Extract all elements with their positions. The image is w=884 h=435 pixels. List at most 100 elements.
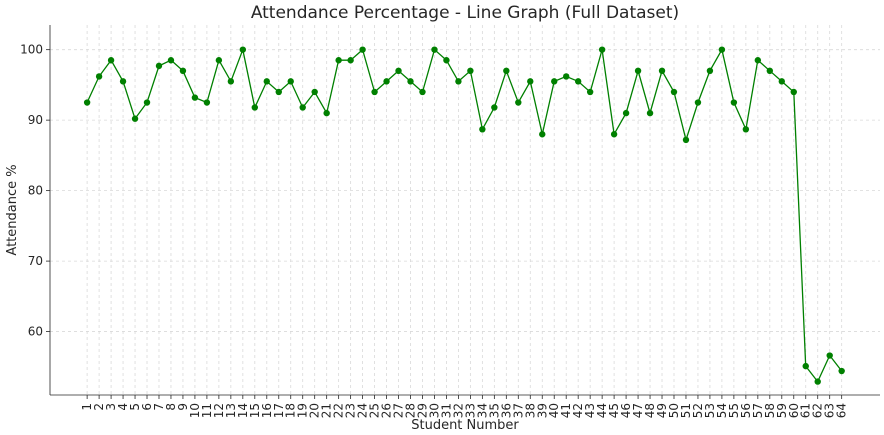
data-point bbox=[107, 57, 115, 64]
x-tick-label: 15 bbox=[248, 403, 262, 418]
x-tick-label: 23 bbox=[344, 403, 358, 418]
data-point bbox=[419, 88, 426, 96]
x-tick-label: 24 bbox=[356, 403, 370, 418]
x-tick-label: 61 bbox=[799, 403, 813, 418]
x-tick-label: 63 bbox=[823, 403, 837, 418]
x-tick-label: 27 bbox=[392, 403, 406, 418]
data-point bbox=[527, 78, 534, 85]
data-point bbox=[155, 62, 163, 70]
data-point bbox=[287, 78, 294, 85]
data-point bbox=[742, 126, 750, 133]
x-tick-label: 7 bbox=[152, 403, 166, 411]
x-tick-label: 34 bbox=[475, 403, 489, 418]
x-tick-label: 2 bbox=[92, 403, 106, 411]
x-tick-label: 10 bbox=[188, 403, 202, 418]
x-tick-label: 64 bbox=[835, 403, 849, 418]
y-tick-label: 100 bbox=[20, 43, 43, 57]
data-point bbox=[646, 109, 654, 117]
data-point bbox=[778, 78, 785, 85]
data-point bbox=[634, 67, 642, 75]
data-point bbox=[539, 131, 546, 138]
data-point bbox=[551, 78, 558, 85]
x-tick-label: 53 bbox=[703, 403, 717, 418]
data-point bbox=[215, 57, 223, 64]
data-point bbox=[467, 67, 474, 75]
x-tick-label: 29 bbox=[415, 403, 429, 418]
data-point bbox=[83, 99, 91, 106]
data-point bbox=[610, 131, 618, 138]
y-ticks: 60 70 80 90 100 bbox=[20, 43, 50, 339]
x-tick-label: 32 bbox=[451, 403, 465, 418]
series-line bbox=[86, 47, 843, 383]
data-point bbox=[730, 99, 738, 106]
x-tick-label: 20 bbox=[308, 403, 322, 418]
data-point bbox=[563, 73, 570, 80]
x-axis-label: Student Number bbox=[411, 418, 519, 433]
x-tick-label: 46 bbox=[619, 403, 633, 418]
x-tick-label: 6 bbox=[140, 403, 154, 411]
x-tick-label: 40 bbox=[547, 403, 561, 418]
data-point bbox=[143, 99, 151, 106]
data-point bbox=[658, 67, 666, 75]
data-point bbox=[299, 104, 306, 111]
x-tick-label: 56 bbox=[739, 403, 753, 418]
x-tick-label: 5 bbox=[128, 403, 142, 411]
x-tick-label: 14 bbox=[236, 403, 250, 418]
data-point bbox=[802, 362, 809, 370]
x-tick-label: 17 bbox=[272, 403, 286, 418]
x-tick-label: 57 bbox=[751, 403, 765, 418]
x-tick-label: 60 bbox=[787, 403, 801, 418]
x-tick-label: 54 bbox=[715, 403, 729, 418]
x-tick-label: 55 bbox=[727, 403, 741, 418]
x-tick-label: 31 bbox=[439, 403, 453, 418]
data-point bbox=[455, 78, 462, 85]
data-point bbox=[574, 78, 582, 85]
data-point bbox=[275, 88, 282, 96]
x-tick-label: 52 bbox=[691, 403, 705, 418]
data-point bbox=[167, 57, 175, 64]
data-point bbox=[179, 67, 187, 75]
x-tick-label: 13 bbox=[224, 403, 238, 418]
data-point bbox=[263, 78, 270, 85]
data-point bbox=[586, 88, 594, 96]
x-ticks: 1234567891011121314151617181920212223242… bbox=[80, 395, 849, 418]
x-tick-label: 59 bbox=[775, 403, 789, 418]
x-tick-label: 1 bbox=[80, 403, 94, 411]
x-tick-label: 18 bbox=[284, 403, 298, 418]
data-point bbox=[131, 115, 139, 122]
data-point bbox=[706, 67, 714, 75]
data-points bbox=[83, 46, 845, 385]
x-tick-label: 38 bbox=[523, 403, 537, 418]
x-tick-label: 4 bbox=[116, 403, 130, 411]
y-axis-label: Attendance % bbox=[5, 164, 20, 255]
x-tick-label: 9 bbox=[176, 403, 190, 411]
data-point bbox=[790, 88, 797, 96]
x-tick-label: 30 bbox=[427, 403, 441, 418]
x-tick-label: 3 bbox=[104, 403, 118, 411]
data-point bbox=[443, 57, 450, 64]
data-point bbox=[754, 57, 762, 64]
data-point bbox=[239, 46, 247, 53]
data-point bbox=[682, 136, 690, 144]
x-tick-label: 8 bbox=[164, 403, 178, 411]
data-point bbox=[191, 94, 199, 101]
x-tick-label: 11 bbox=[200, 403, 214, 418]
y-tick-label: 70 bbox=[28, 254, 43, 268]
x-tick-label: 44 bbox=[595, 403, 609, 418]
data-point bbox=[694, 99, 702, 106]
data-point bbox=[814, 378, 821, 385]
x-tick-label: 16 bbox=[260, 403, 274, 418]
x-tick-label: 36 bbox=[499, 403, 513, 418]
y-tick-label: 80 bbox=[28, 184, 43, 198]
chart-title: Attendance Percentage - Line Graph (Full… bbox=[251, 3, 679, 23]
data-point bbox=[251, 104, 259, 111]
x-tick-label: 58 bbox=[763, 403, 777, 418]
x-tick-label: 22 bbox=[332, 403, 346, 418]
data-point bbox=[670, 88, 678, 96]
data-point bbox=[622, 109, 630, 117]
x-tick-label: 33 bbox=[463, 403, 477, 418]
data-point bbox=[503, 67, 510, 75]
data-point bbox=[95, 73, 103, 80]
data-point bbox=[718, 46, 726, 53]
